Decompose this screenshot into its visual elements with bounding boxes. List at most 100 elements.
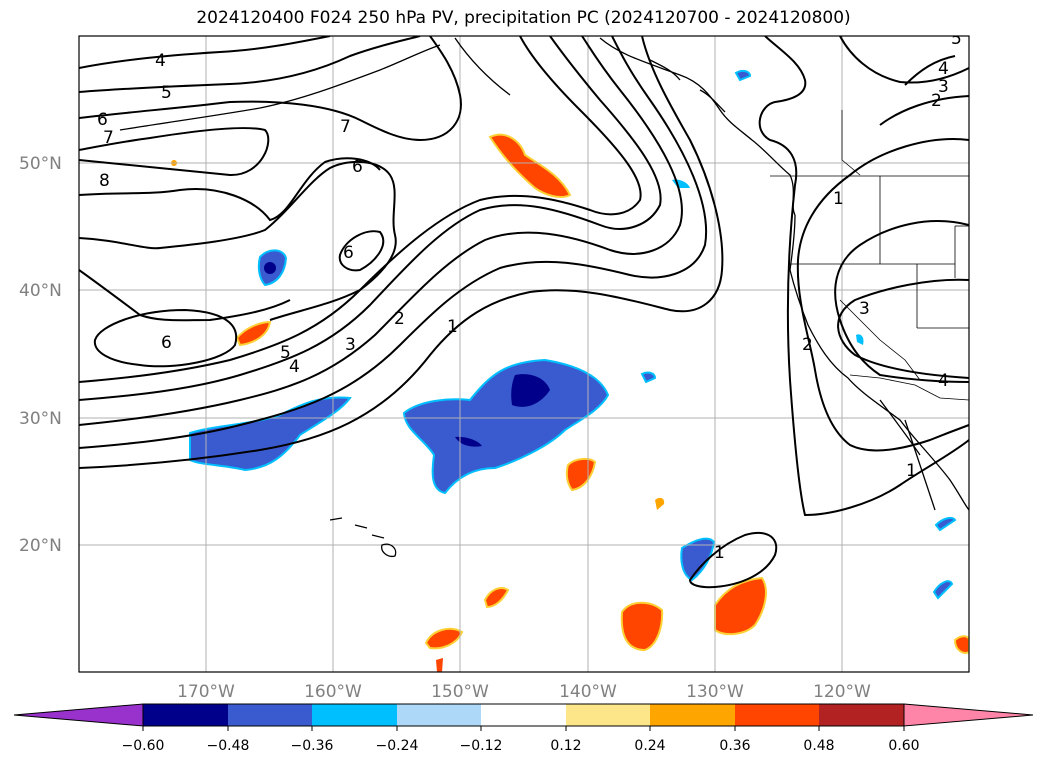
contour-label: 2 [931,91,942,111]
colorbar-tick-label: −0.48 [207,738,250,754]
contour-pv-4-east [904,55,956,86]
colorbar-tick-label: −0.36 [291,738,334,754]
contour-label: 2 [394,309,405,329]
contour-label: 2 [802,335,813,355]
precip-blob-23n [655,497,665,510]
gridlines [79,36,969,672]
precip-blob-16n [483,587,510,609]
political-borders [770,110,969,401]
pv-contours [79,36,969,589]
contour-pv-2-east [839,36,969,84]
contour-label: 3 [345,335,356,355]
lon-label-150w: 150°W [431,682,489,702]
coastlines [119,37,969,558]
lat-label-20n: 20°N [19,536,62,556]
precip-core-central [511,374,550,407]
colorbar-swatch [143,704,228,726]
precip-blob-36n [856,334,864,345]
colorbar-tick-label: −0.60 [122,738,165,754]
map-title: 2024120400 F024 250 hPa PV, precipitatio… [196,8,851,28]
lon-label-170w: 170°W [177,682,235,702]
contour-pv-4 [79,36,662,401]
contour-label: 6 [161,333,172,353]
lon-labels: 170°W 160°W 150°W 140°W 130°W 120°W [177,682,871,702]
contour-pv-5-west-lower [79,269,291,322]
contour-label: 4 [289,357,300,377]
map-area: 4 5 6 7 8 7 6 6 6 5 4 3 2 1 1 2 3 4 5 4 … [79,29,969,672]
contour-pv-8-loop [79,126,270,177]
contour-label: 5 [280,343,291,363]
colorbar-extend-left [13,703,144,727]
precip-blob-32n [640,371,657,384]
pv-contour-labels: 4 5 6 7 8 7 6 6 6 5 4 3 2 1 1 2 3 4 5 4 … [97,29,962,563]
contour-label: 4 [938,371,949,391]
colorbar-tick-label: −0.24 [376,738,419,754]
colorbar-outline [142,703,905,727]
contour-label: 4 [938,59,949,79]
lat-label-30n: 30°N [19,409,62,429]
precip-blob-13n [620,601,664,652]
contour-pv-1 [79,36,724,469]
contour-pv-2 [79,36,708,449]
contour-label: 6 [97,110,108,130]
colorbar-swatch [397,704,481,726]
contour-label: 5 [951,29,962,49]
colorbar-swatch [312,704,397,726]
precip-shading [171,69,969,672]
precip-blob-15n-east [714,576,767,636]
colorbar-tick-label: 0.24 [634,738,665,754]
contour-pv-6-loop-small [338,230,385,272]
lon-label-140w: 140°W [559,682,617,702]
precip-blob-13n-east [953,635,969,654]
contour-label: 1 [906,461,917,481]
colorbar-swatch [228,704,312,726]
contour-pv-3-east-lower [834,220,969,383]
colorbar-swatch [650,704,735,726]
contour-label: 3 [938,77,949,97]
contour-pv-2-east-lower [796,138,969,452]
contour-pv-6-mid [79,157,381,222]
colorbar-tick-label: 0.36 [719,738,750,754]
precip-blob-20n-blue [680,537,716,582]
contour-label: 1 [714,543,725,563]
colorbar-swatch [735,704,819,726]
contour-label: 4 [155,51,166,71]
lat-labels: 50°N 40°N 30°N 20°N [19,154,62,556]
contour-pv-4-west [79,36,331,69]
contour-pv-1-loop [688,532,778,589]
precip-core-small [455,436,482,447]
contour-pv-1-east [758,36,969,517]
contour-label: 1 [447,317,458,337]
contour-label: 7 [340,117,351,137]
precip-core-42n [264,262,276,274]
precip-blob-57n [734,69,752,82]
colorbar-swatch [819,704,904,726]
contour-pv-4-east-lower [837,278,969,379]
lon-label-130w: 130°W [686,682,744,702]
colorbar: −0.60 −0.48 −0.36 −0.24 −0.12 0.12 0.24 … [13,703,1034,754]
colorbar-swatch [481,704,566,726]
lon-label-120w: 120°W [813,682,871,702]
contour-label: 3 [859,299,870,319]
contour-label: 5 [161,83,172,103]
colorbar-extend-right [903,703,1034,727]
map-frame [78,35,970,673]
precip-blob-22n-east [934,516,957,532]
colorbar-ticks [142,726,905,731]
contour-pv-5 [79,36,642,383]
contour-label: 6 [343,243,354,263]
colorbar-tick-label: 0.60 [888,738,919,754]
precip-blob-16n-east [932,580,954,600]
lon-label-160w: 160°W [304,682,362,702]
contour-label: 7 [103,128,114,148]
lat-label-50n: 50°N [19,154,62,174]
contour-pv-3 [79,36,683,426]
precip-blob-central-pacific [402,358,610,495]
precip-blob-10n [436,658,443,672]
colorbar-tick-label: 0.48 [803,738,834,754]
colorbar-tick-label: 0.12 [550,738,581,754]
contour-pv-6-west [79,36,462,142]
lat-label-40n: 40°N [19,281,62,301]
precip-blob-37n [235,320,272,347]
